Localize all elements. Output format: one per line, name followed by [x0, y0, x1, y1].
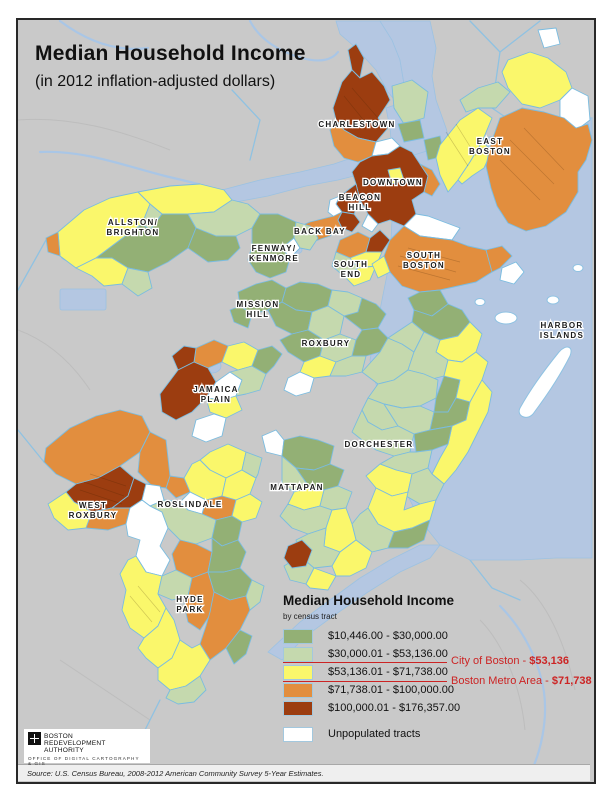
- bra-logo: BOSTON REDEVELOPMENT AUTHORITY OFFICE OF…: [24, 729, 150, 766]
- legend-row: $53,136.01 - $71,738.00: [283, 664, 460, 680]
- tracts-mattapan: [261, 429, 373, 591]
- source-bar: Source: U.S. Census Bureau, 2008-2012 Am…: [18, 764, 590, 781]
- tracts-roslindale: [165, 443, 263, 523]
- legend-swatch-unpopulated: [283, 726, 313, 742]
- map-label-hyde-park: HYDE PARK: [176, 595, 203, 614]
- map-label-allston-brighton: ALLSTON/BRIGHTON: [107, 218, 160, 237]
- annotation-prefix: Boston Metro Area -: [451, 675, 552, 687]
- page-subtitle: (in 2012 inflation-adjusted dollars): [35, 73, 276, 90]
- bra-logo-text: BOSTON REDEVELOPMENT AUTHORITY: [44, 732, 146, 754]
- map-label-roxbury: ROXBURY: [302, 339, 351, 348]
- boston-metro-annotation: Boston Metro Area - $71,738: [451, 675, 592, 687]
- city-of-boston-annotation: City of Boston - $53,136: [451, 655, 569, 667]
- legend-swatch: [283, 664, 313, 680]
- map-label-beacon-hill: BEACON HILL: [339, 193, 381, 212]
- legend-label: $100,000.01 - $176,357.00: [328, 702, 461, 714]
- tracts-east-boston: [435, 27, 593, 232]
- page-title: Median Household Income: [35, 42, 306, 65]
- source-text: Source: U.S. Census Bureau, 2008-2012 Am…: [27, 768, 324, 778]
- legend-label: $53,136.01 - $71,738.00: [328, 666, 448, 678]
- annotation-prefix: City of Boston -: [451, 655, 530, 667]
- legend-row: $30,000.01 - $53,136.00: [283, 646, 460, 662]
- logo-line1: BOSTON: [44, 732, 73, 740]
- map-label-jamaica-plain: JAMAICA PLAIN: [193, 385, 239, 404]
- legend-title: Median Household Income: [283, 593, 455, 608]
- map-label-south-end: SOUTH END: [334, 260, 369, 279]
- logo-line2: REDEVELOPMENT AUTHORITY: [44, 739, 106, 754]
- city-of-boston-reference-line: [283, 662, 447, 663]
- map-label-roslindale: ROSLINDALE: [158, 500, 223, 509]
- tracts-south-boston: [371, 213, 525, 317]
- tracts-north-shore-edge: [391, 79, 445, 161]
- bra-logo-icon: [28, 732, 41, 745]
- legend-label: $30,000.01 - $53,136.00: [328, 648, 448, 660]
- legend: $10,446.00 - $30,000.00 $30,000.01 - $53…: [283, 628, 460, 718]
- annotation-value: $53,136: [529, 655, 570, 667]
- map-label-harbor-islands: HARBOR ISLANDS: [540, 321, 584, 340]
- legend-label: $10,446.00 - $30,000.00: [328, 630, 448, 642]
- map-label-downtown: DOWNTOWN: [363, 178, 423, 187]
- tracts-south-end: [331, 229, 391, 287]
- census-tracts: [43, 27, 593, 705]
- tracts-fenway-kenmore: [247, 213, 319, 279]
- legend-swatch: [283, 646, 313, 662]
- tracts-hyde-park: [119, 499, 265, 705]
- legend-subtitle: by census tract: [283, 612, 337, 621]
- legend-row: $10,446.00 - $30,000.00: [283, 628, 460, 644]
- map-frame: CHARLESTOWN EAST BOSTON DOWNTOWN BEACON HILL B…: [16, 18, 596, 784]
- tracts-roxbury: [267, 281, 389, 397]
- legend-label: $71,738.01 - $100,000.00: [328, 684, 455, 696]
- tracts-allston-brighton: [45, 183, 261, 297]
- legend-swatch: [283, 628, 313, 644]
- tracts-jamaica-plain: [159, 339, 283, 443]
- map-label-back-bay: BACK BAY: [294, 227, 346, 236]
- map-label-fenway-kenmore: FENWAY/KENMORE: [249, 244, 299, 263]
- tracts-west-roxbury: [43, 409, 171, 531]
- annotation-value: $71,738: [551, 675, 592, 687]
- map-labels: CHARLESTOWN EAST BOSTON DOWNTOWN BEACON HILL B…: [67, 119, 584, 616]
- map-label-south-boston: SOUTH BOSTON: [403, 251, 445, 270]
- map-label-east-boston: EAST BOSTON: [469, 137, 511, 156]
- map-label-west-roxbury: WEST ROXBURY: [69, 501, 118, 520]
- background-roads: [18, 118, 576, 731]
- legend-row: $71,738.01 - $100,000.00: [283, 682, 460, 698]
- street-lines: [79, 87, 565, 623]
- legend-row: $100,000.01 - $176,357.00: [283, 700, 460, 716]
- legend-label: Unpopulated tracts: [328, 728, 421, 740]
- legend-row-unpopulated: Unpopulated tracts: [283, 726, 420, 742]
- boston-metro-reference-line: [283, 681, 447, 682]
- tracts-charlestown: [329, 43, 401, 163]
- logo-tagline: OFFICE OF DIGITAL CARTOGRAPHY & GIS: [28, 755, 140, 766]
- legend-swatch: [283, 682, 313, 698]
- map-label-dorchester: DORCHESTER: [344, 440, 413, 449]
- title-block: Median Household Income (in 2012 inflati…: [35, 42, 306, 91]
- harbor-islands: [474, 264, 584, 418]
- legend-swatch: [283, 700, 313, 716]
- tracts-dorchester: [351, 303, 493, 553]
- map-label-charlestown: CHARLESTOWN: [318, 120, 395, 129]
- map-label-mission-hill: MISSION HILL: [237, 300, 280, 319]
- map-label-mattapan: MATTAPAN: [270, 483, 324, 492]
